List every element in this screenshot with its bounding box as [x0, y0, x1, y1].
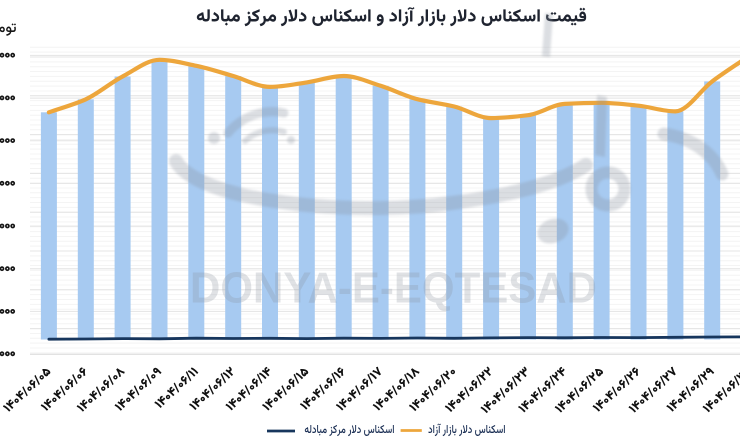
svg-text:DONYA-E-EQTESAD: DONYA-E-EQTESAD: [190, 264, 597, 312]
